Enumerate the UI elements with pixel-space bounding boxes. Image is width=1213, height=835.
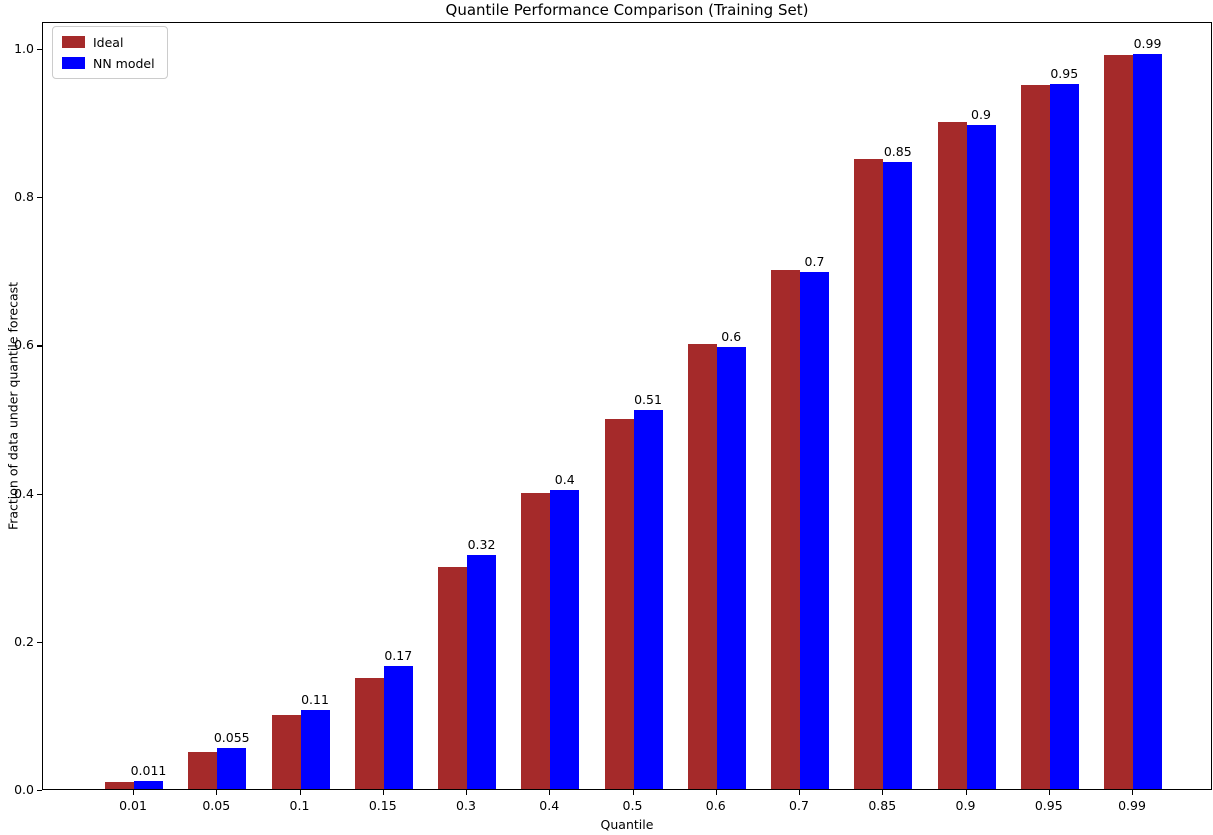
x-tick-label: 0.15 <box>368 798 397 813</box>
x-tick-label: 0.3 <box>456 798 476 813</box>
bar-value-label: 0.85 <box>883 144 912 160</box>
bar-value-label: 0.32 <box>467 536 496 552</box>
legend-label-ideal: Ideal <box>93 34 124 50</box>
bar-ideal <box>1020 85 1050 789</box>
x-tick-label: 0.1 <box>289 798 310 813</box>
y-tick-mark <box>37 641 42 643</box>
bar-nn-model <box>300 709 330 789</box>
bar-value-label: 0.11 <box>301 691 329 707</box>
bar-nn-model <box>1049 84 1079 789</box>
bar-ideal <box>521 492 551 789</box>
bar-ideal <box>604 418 634 789</box>
x-axis-label: Quantile <box>600 817 654 832</box>
bar-ideal <box>354 677 384 789</box>
y-tick-label: 1.0 <box>14 41 34 57</box>
x-tick-mark <box>965 790 967 795</box>
legend-item-ideal: Ideal <box>62 34 155 50</box>
legend-item-nn-model: NN model <box>62 55 155 71</box>
bar-ideal <box>1104 55 1133 789</box>
x-tick-mark <box>382 790 384 795</box>
bar-value-label: 0.17 <box>384 648 413 664</box>
x-tick-label: 0.9 <box>955 798 976 813</box>
x-tick-mark <box>799 790 801 795</box>
chart-title: Quantile Performance Comparison (Trainin… <box>445 1 809 19</box>
plot-area: 0.011 0.055 0.11 0.17 0.32 0.4 0.51 0.6 0.7 0.85 0… <box>42 22 1212 790</box>
bar-nn-model <box>800 271 829 789</box>
bar-ideal <box>937 122 967 789</box>
x-tick-mark <box>549 790 551 795</box>
bar-value-label: 0.055 <box>213 730 250 746</box>
bar-value-label: 0.95 <box>1050 66 1079 82</box>
legend-label-nn-model: NN model <box>93 55 155 71</box>
bar-value-label: 0.51 <box>634 391 662 407</box>
x-tick-mark <box>1132 790 1134 795</box>
bar-nn-model <box>966 125 996 789</box>
x-tick-label: 0.5 <box>622 798 643 813</box>
bar-nn-model <box>716 346 746 789</box>
x-tick-mark <box>133 790 135 795</box>
y-tick-mark <box>37 345 42 347</box>
x-tick-label: 0.05 <box>202 798 231 813</box>
x-tick-mark <box>216 790 218 795</box>
bar-value-label: 0.6 <box>721 328 742 344</box>
bar-ideal <box>105 781 134 789</box>
y-tick-label: 0.8 <box>14 189 34 205</box>
bar-nn-model <box>633 409 663 789</box>
bar-nn-model <box>550 490 580 789</box>
x-tick-label: 0.99 <box>1118 798 1146 813</box>
x-tick-label: 0.85 <box>868 798 897 813</box>
y-tick-label: 0.0 <box>14 782 34 797</box>
bar-value-label: 0.4 <box>554 472 575 488</box>
y-tick-label: 0.2 <box>14 633 34 649</box>
bar-ideal <box>687 344 717 789</box>
x-tick-label: 0.7 <box>789 798 809 813</box>
bar-value-label: 0.99 <box>1133 35 1162 51</box>
x-tick-mark <box>882 790 884 795</box>
x-tick-label: 0.95 <box>1034 798 1063 813</box>
x-tick-mark <box>715 790 717 795</box>
bar-value-label: 0.9 <box>971 107 991 123</box>
bar-ideal <box>771 270 800 789</box>
bar-value-label: 0.7 <box>804 253 825 269</box>
x-tick-mark <box>299 790 301 795</box>
x-tick-mark <box>632 790 634 795</box>
y-tick-label: 0.6 <box>14 337 34 353</box>
legend: Ideal NN model <box>52 26 168 79</box>
y-tick-label: 0.4 <box>14 485 34 501</box>
bar-nn-model <box>134 780 163 789</box>
x-tick-label: 0.6 <box>705 798 726 813</box>
bar-nn-model <box>883 162 913 789</box>
x-tick-label: 0.01 <box>119 798 147 813</box>
bar-ideal <box>438 566 467 789</box>
bar-nn-model <box>217 748 247 789</box>
bar-nn-model <box>1133 53 1162 789</box>
bar-nn-model <box>383 666 413 789</box>
y-tick-mark <box>37 493 42 495</box>
bar-value-label: 0.011 <box>130 762 167 778</box>
bar-ideal <box>271 714 301 789</box>
y-tick-mark <box>37 790 42 792</box>
bar-ideal <box>854 159 884 789</box>
bar-nn-model <box>467 554 496 789</box>
legend-swatch-nn-model <box>62 57 85 69</box>
y-tick-mark <box>37 49 42 51</box>
x-tick-mark <box>1048 790 1050 795</box>
bar-ideal <box>188 751 218 789</box>
legend-swatch-ideal <box>62 36 85 48</box>
x-tick-label: 0.4 <box>539 798 560 813</box>
y-tick-mark <box>37 197 42 199</box>
x-tick-mark <box>466 790 468 795</box>
